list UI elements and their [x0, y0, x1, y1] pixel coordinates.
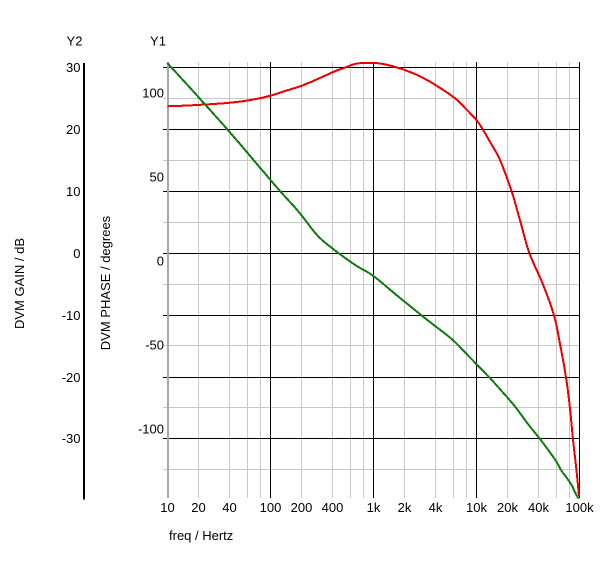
- svg-text:200: 200: [291, 500, 313, 515]
- svg-text:50: 50: [150, 170, 164, 185]
- svg-text:1k: 1k: [367, 500, 381, 515]
- svg-text:2k: 2k: [398, 500, 412, 515]
- svg-text:40: 40: [222, 500, 236, 515]
- svg-text:Y1: Y1: [150, 34, 166, 49]
- svg-text:100: 100: [260, 500, 282, 515]
- svg-text:10k: 10k: [466, 500, 487, 515]
- svg-text:-50: -50: [145, 337, 164, 352]
- svg-text:Y2: Y2: [67, 34, 83, 49]
- svg-text:-20: -20: [62, 370, 81, 385]
- svg-text:20: 20: [66, 122, 80, 137]
- svg-text:-100: -100: [138, 421, 164, 436]
- svg-text:10: 10: [160, 500, 174, 515]
- svg-text:DVM PHASE / degrees: DVM PHASE / degrees: [98, 215, 113, 350]
- svg-text:-30: -30: [62, 431, 81, 446]
- svg-text:20k: 20k: [497, 500, 518, 515]
- svg-text:100: 100: [142, 86, 164, 101]
- svg-text:40k: 40k: [528, 500, 549, 515]
- svg-text:100k: 100k: [565, 500, 594, 515]
- svg-text:DVM GAIN / dB: DVM GAIN / dB: [12, 238, 27, 329]
- svg-text:20: 20: [191, 500, 205, 515]
- svg-text:30: 30: [66, 60, 80, 75]
- svg-text:10: 10: [66, 184, 80, 199]
- svg-text:400: 400: [322, 500, 344, 515]
- svg-text:-10: -10: [62, 308, 81, 323]
- svg-text:0: 0: [73, 246, 80, 261]
- svg-text:4k: 4k: [429, 500, 443, 515]
- svg-text:freq / Hertz: freq / Hertz: [169, 528, 233, 543]
- svg-text:0: 0: [157, 254, 164, 269]
